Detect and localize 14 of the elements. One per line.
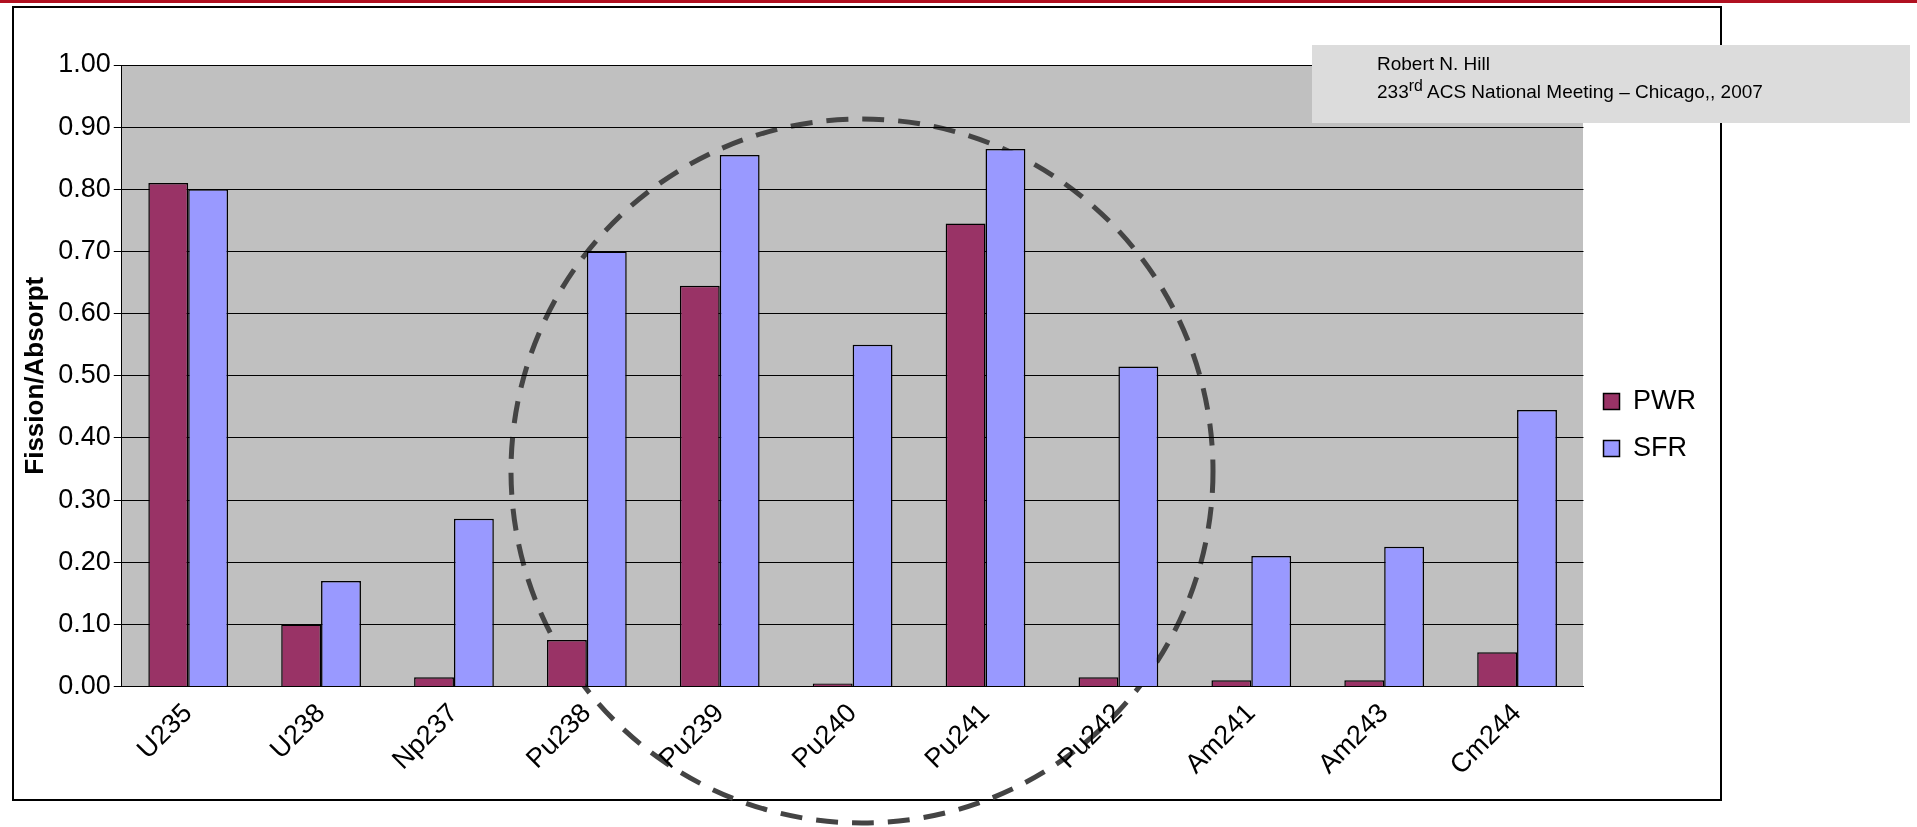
legend-label: SFR	[1633, 431, 1688, 462]
y-tick-label: 0.90	[58, 110, 111, 141]
y-tick-label: 0.80	[58, 172, 111, 203]
y-axis-title: Fission/Absorpt	[18, 276, 49, 475]
y-tick-label: 1.00	[58, 48, 111, 79]
y-tick-label: 0.70	[58, 234, 111, 265]
y-tick-label: 0.30	[58, 483, 111, 514]
y-tick-label: 0.60	[58, 297, 111, 328]
y-tick-label: 0.10	[58, 607, 111, 638]
y-tick-label: 0.20	[58, 545, 111, 576]
y-tick-label: 0.40	[58, 421, 111, 452]
legend-label: PWR	[1633, 384, 1697, 415]
y-tick-label: 0.00	[58, 670, 111, 700]
y-tick-label: 0.50	[58, 359, 111, 390]
